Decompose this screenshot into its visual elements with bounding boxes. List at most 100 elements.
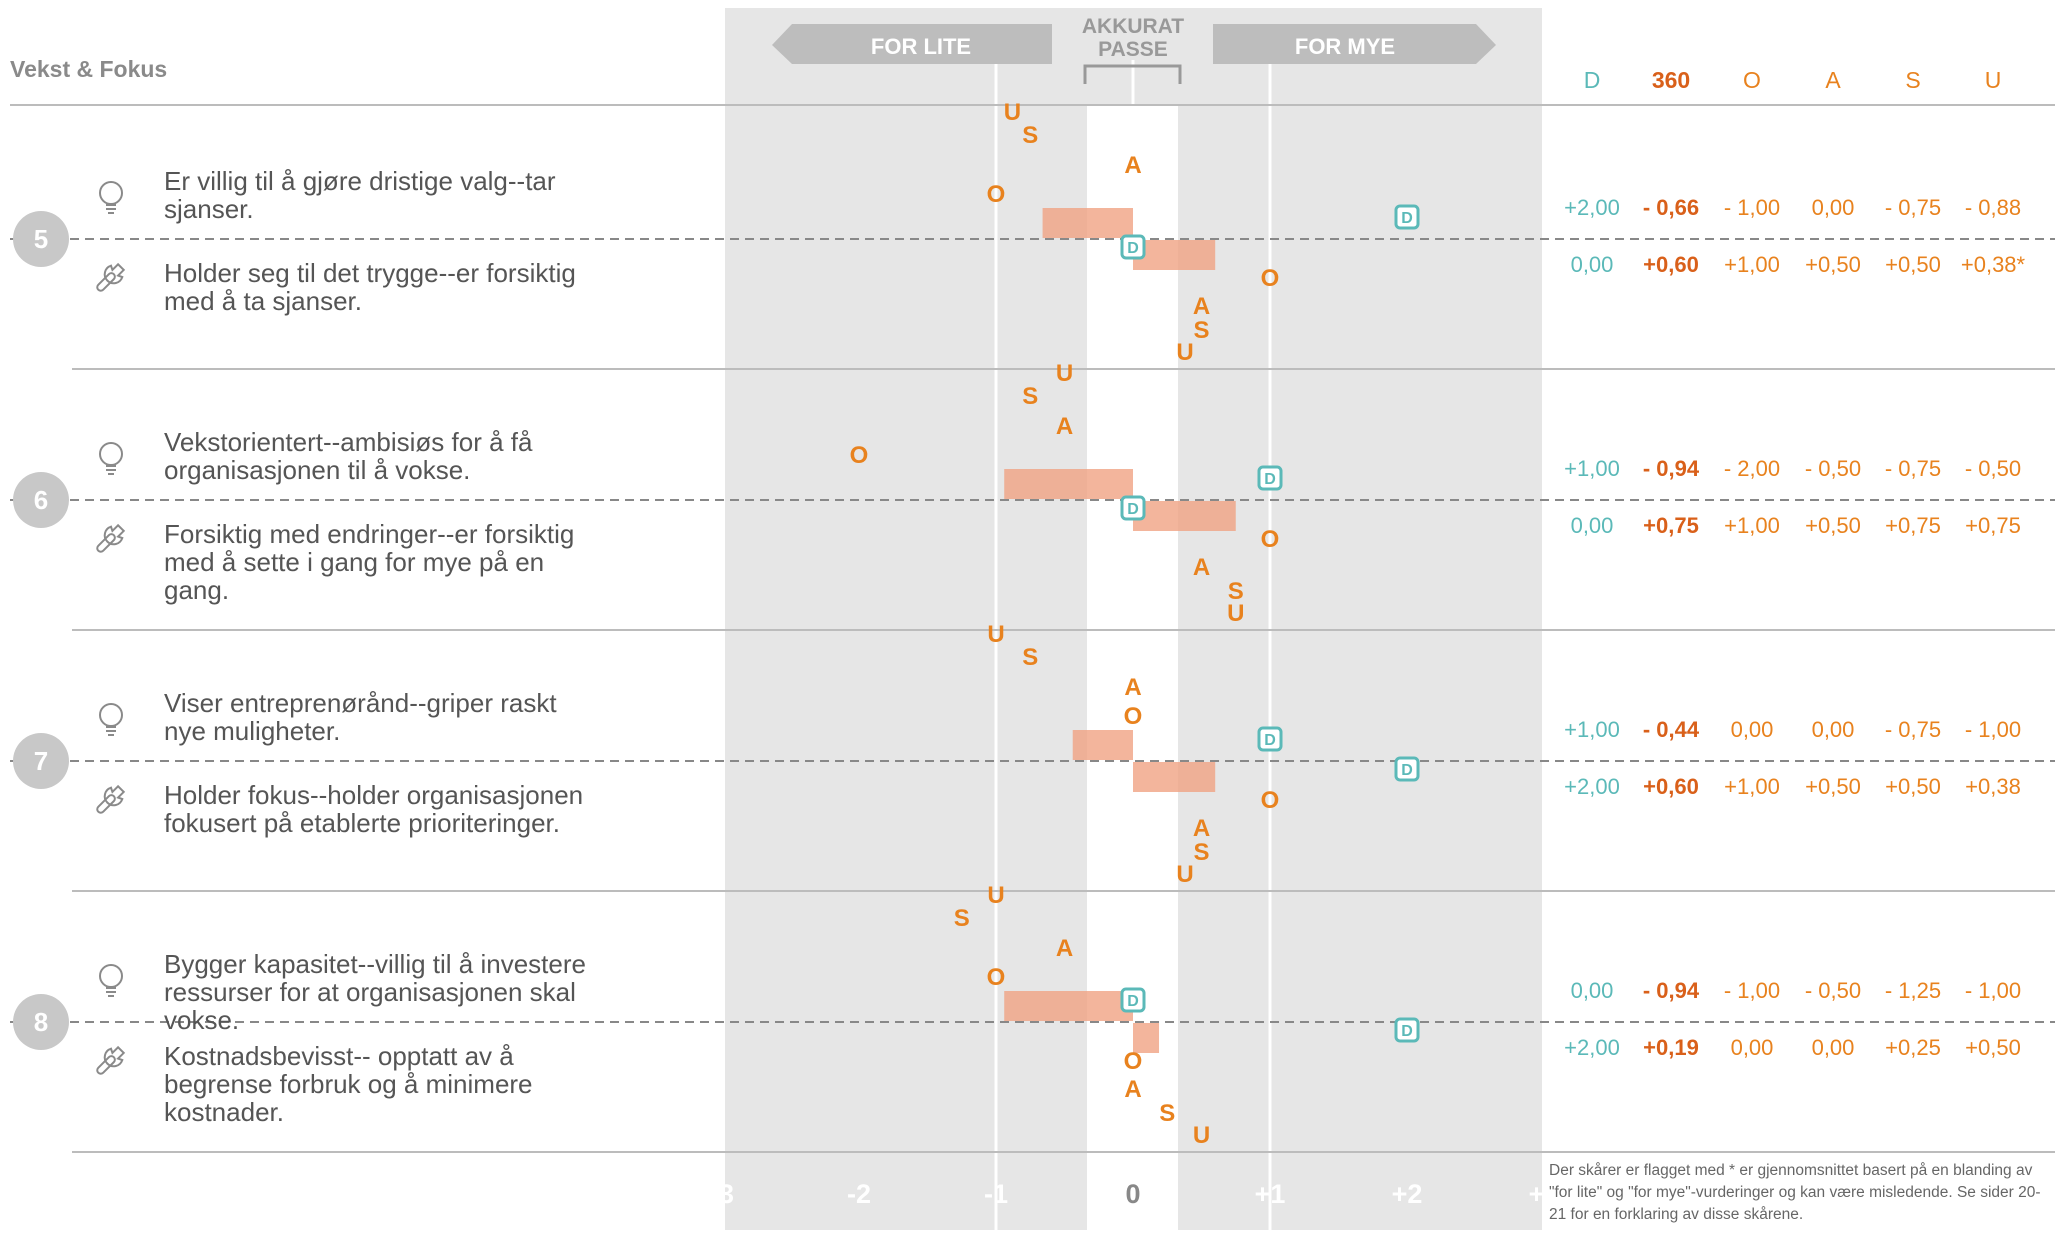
score-bar bbox=[1133, 762, 1216, 792]
item-text: Er villig til å gjøre dristige valg--tar… bbox=[164, 166, 556, 224]
score-bar bbox=[1004, 469, 1133, 499]
score-cell: 0,00 bbox=[1731, 1035, 1774, 1060]
item-text: Kostnadsbevisst-- opptatt av å begrense … bbox=[164, 1041, 533, 1127]
self-rating-marker bbox=[1394, 204, 1420, 230]
score-cell: +0,50 bbox=[1965, 1035, 2021, 1060]
score-cell: +0,38 bbox=[1965, 774, 2021, 799]
self-rating-label: D bbox=[1127, 240, 1139, 257]
score-cell: 0,00 bbox=[1812, 717, 1855, 742]
rater-s-marker: S bbox=[1022, 383, 1038, 410]
too-little-arrow bbox=[772, 24, 1052, 64]
x-tick-label: -2 bbox=[847, 1179, 871, 1209]
score-bar bbox=[1133, 1023, 1160, 1053]
item-text: Viser entreprenørånd--griper raskt nye m… bbox=[164, 688, 557, 746]
self-rating-marker bbox=[1394, 756, 1420, 782]
score-cell: +0,25 bbox=[1885, 1035, 1941, 1060]
score-cell: +0,75 bbox=[1965, 513, 2021, 538]
x-tick-label: -1 bbox=[984, 1179, 1008, 1209]
rater-o-marker: O bbox=[1124, 1048, 1143, 1075]
rater-a-marker: A bbox=[1124, 1076, 1141, 1103]
rater-a-marker: A bbox=[1124, 152, 1141, 179]
score-cell: +0,50 bbox=[1805, 252, 1861, 277]
score-cell: 0,00 bbox=[1571, 978, 1614, 1003]
x-tick-label: -3 bbox=[710, 1179, 734, 1209]
score-cell: - 0,66 bbox=[1643, 195, 1699, 220]
score-cell: +0,50 bbox=[1885, 252, 1941, 277]
item-text: Forsiktig med endringer--er forsiktig me… bbox=[164, 519, 575, 605]
rater-u-marker: U bbox=[1176, 339, 1193, 366]
lightbulb-icon bbox=[99, 181, 123, 214]
group-number-badge bbox=[13, 994, 69, 1050]
self-rating-label: D bbox=[1401, 1023, 1413, 1040]
score-cell: +0,50 bbox=[1805, 774, 1861, 799]
self-rating-marker bbox=[1257, 465, 1283, 491]
column-header: U bbox=[1985, 67, 2002, 93]
score-cell: - 0,50 bbox=[1805, 456, 1861, 481]
score-cell: - 1,25 bbox=[1885, 978, 1941, 1003]
too-much-arrow bbox=[1213, 24, 1496, 64]
score-cell: 0,00 bbox=[1812, 195, 1855, 220]
rater-s-marker: S bbox=[954, 905, 970, 932]
lightbulb-icon bbox=[99, 964, 123, 997]
column-header: A bbox=[1825, 67, 1841, 93]
score-cell: - 0,50 bbox=[1965, 456, 2021, 481]
score-cell: +0,75 bbox=[1643, 513, 1699, 538]
rater-s-marker: S bbox=[1193, 317, 1209, 344]
score-cell: - 1,00 bbox=[1724, 195, 1780, 220]
rater-u-marker: U bbox=[1193, 1122, 1210, 1149]
section-title: Vekst & Fokus bbox=[10, 56, 168, 82]
item-text: Holder fokus--holder organisasjonen foku… bbox=[164, 780, 584, 838]
group-number-badge bbox=[13, 211, 69, 267]
score-cell: +0,19 bbox=[1643, 1035, 1699, 1060]
rater-a-marker: A bbox=[1056, 935, 1073, 962]
rater-u-marker: U bbox=[1227, 600, 1244, 627]
score-cell: +0,60 bbox=[1643, 774, 1699, 799]
column-header: S bbox=[1905, 67, 1920, 93]
rater-o-marker: O bbox=[1261, 265, 1280, 292]
item-text: Bygger kapasitet--villig til å investere… bbox=[164, 949, 586, 1035]
self-rating-label: D bbox=[1401, 210, 1413, 227]
rater-u-marker: U bbox=[1004, 99, 1021, 126]
footnote: Der skårer er flagget med * er gjennomsn… bbox=[1549, 1162, 2041, 1223]
x-tick-label: 0 bbox=[1125, 1179, 1140, 1209]
item-text: Vekstorientert--ambisiøs for å få organi… bbox=[164, 427, 533, 485]
self-rating-marker bbox=[1120, 987, 1146, 1013]
rater-u-marker: U bbox=[1056, 360, 1073, 387]
rater-u-marker: U bbox=[1176, 861, 1193, 888]
score-cell: +2,00 bbox=[1564, 1035, 1620, 1060]
group-number: 6 bbox=[34, 485, 48, 515]
score-cell: - 1,00 bbox=[1965, 978, 2021, 1003]
wrench-icon bbox=[96, 262, 126, 292]
rater-o-marker: O bbox=[850, 442, 869, 469]
just-right-label: PASSE bbox=[1098, 38, 1168, 61]
score-cell: 0,00 bbox=[1812, 1035, 1855, 1060]
rater-s-marker: S bbox=[1159, 1100, 1175, 1127]
score-cell: +1,00 bbox=[1564, 717, 1620, 742]
score-cell: +0,75 bbox=[1885, 513, 1941, 538]
x-tick-label: +1 bbox=[1255, 1179, 1286, 1209]
rater-u-marker: U bbox=[987, 621, 1004, 648]
self-rating-label: D bbox=[1127, 501, 1139, 518]
group-number: 7 bbox=[34, 746, 48, 776]
too-little-label: FOR LITE bbox=[871, 34, 971, 59]
column-header: O bbox=[1743, 67, 1761, 93]
score-cell: - 0,75 bbox=[1885, 717, 1941, 742]
too-little-band bbox=[725, 8, 1087, 1230]
score-bar bbox=[1133, 240, 1216, 270]
group-number-badge bbox=[13, 472, 69, 528]
score-cell: +2,00 bbox=[1564, 195, 1620, 220]
rater-o-marker: O bbox=[1124, 703, 1143, 730]
rater-s-marker: S bbox=[1022, 644, 1038, 671]
rater-u-marker: U bbox=[987, 882, 1004, 909]
score-cell: - 1,00 bbox=[1965, 717, 2021, 742]
self-rating-label: D bbox=[1264, 732, 1276, 749]
score-cell: +1,00 bbox=[1564, 456, 1620, 481]
score-cell: - 0,94 bbox=[1643, 456, 1700, 481]
score-cell: +0,50 bbox=[1885, 774, 1941, 799]
column-header: D bbox=[1584, 67, 1601, 93]
rater-o-marker: O bbox=[1261, 787, 1280, 814]
x-tick-label: +2 bbox=[1392, 1179, 1423, 1209]
score-cell: 0,00 bbox=[1731, 717, 1774, 742]
score-cell: - 0,88 bbox=[1965, 195, 2021, 220]
